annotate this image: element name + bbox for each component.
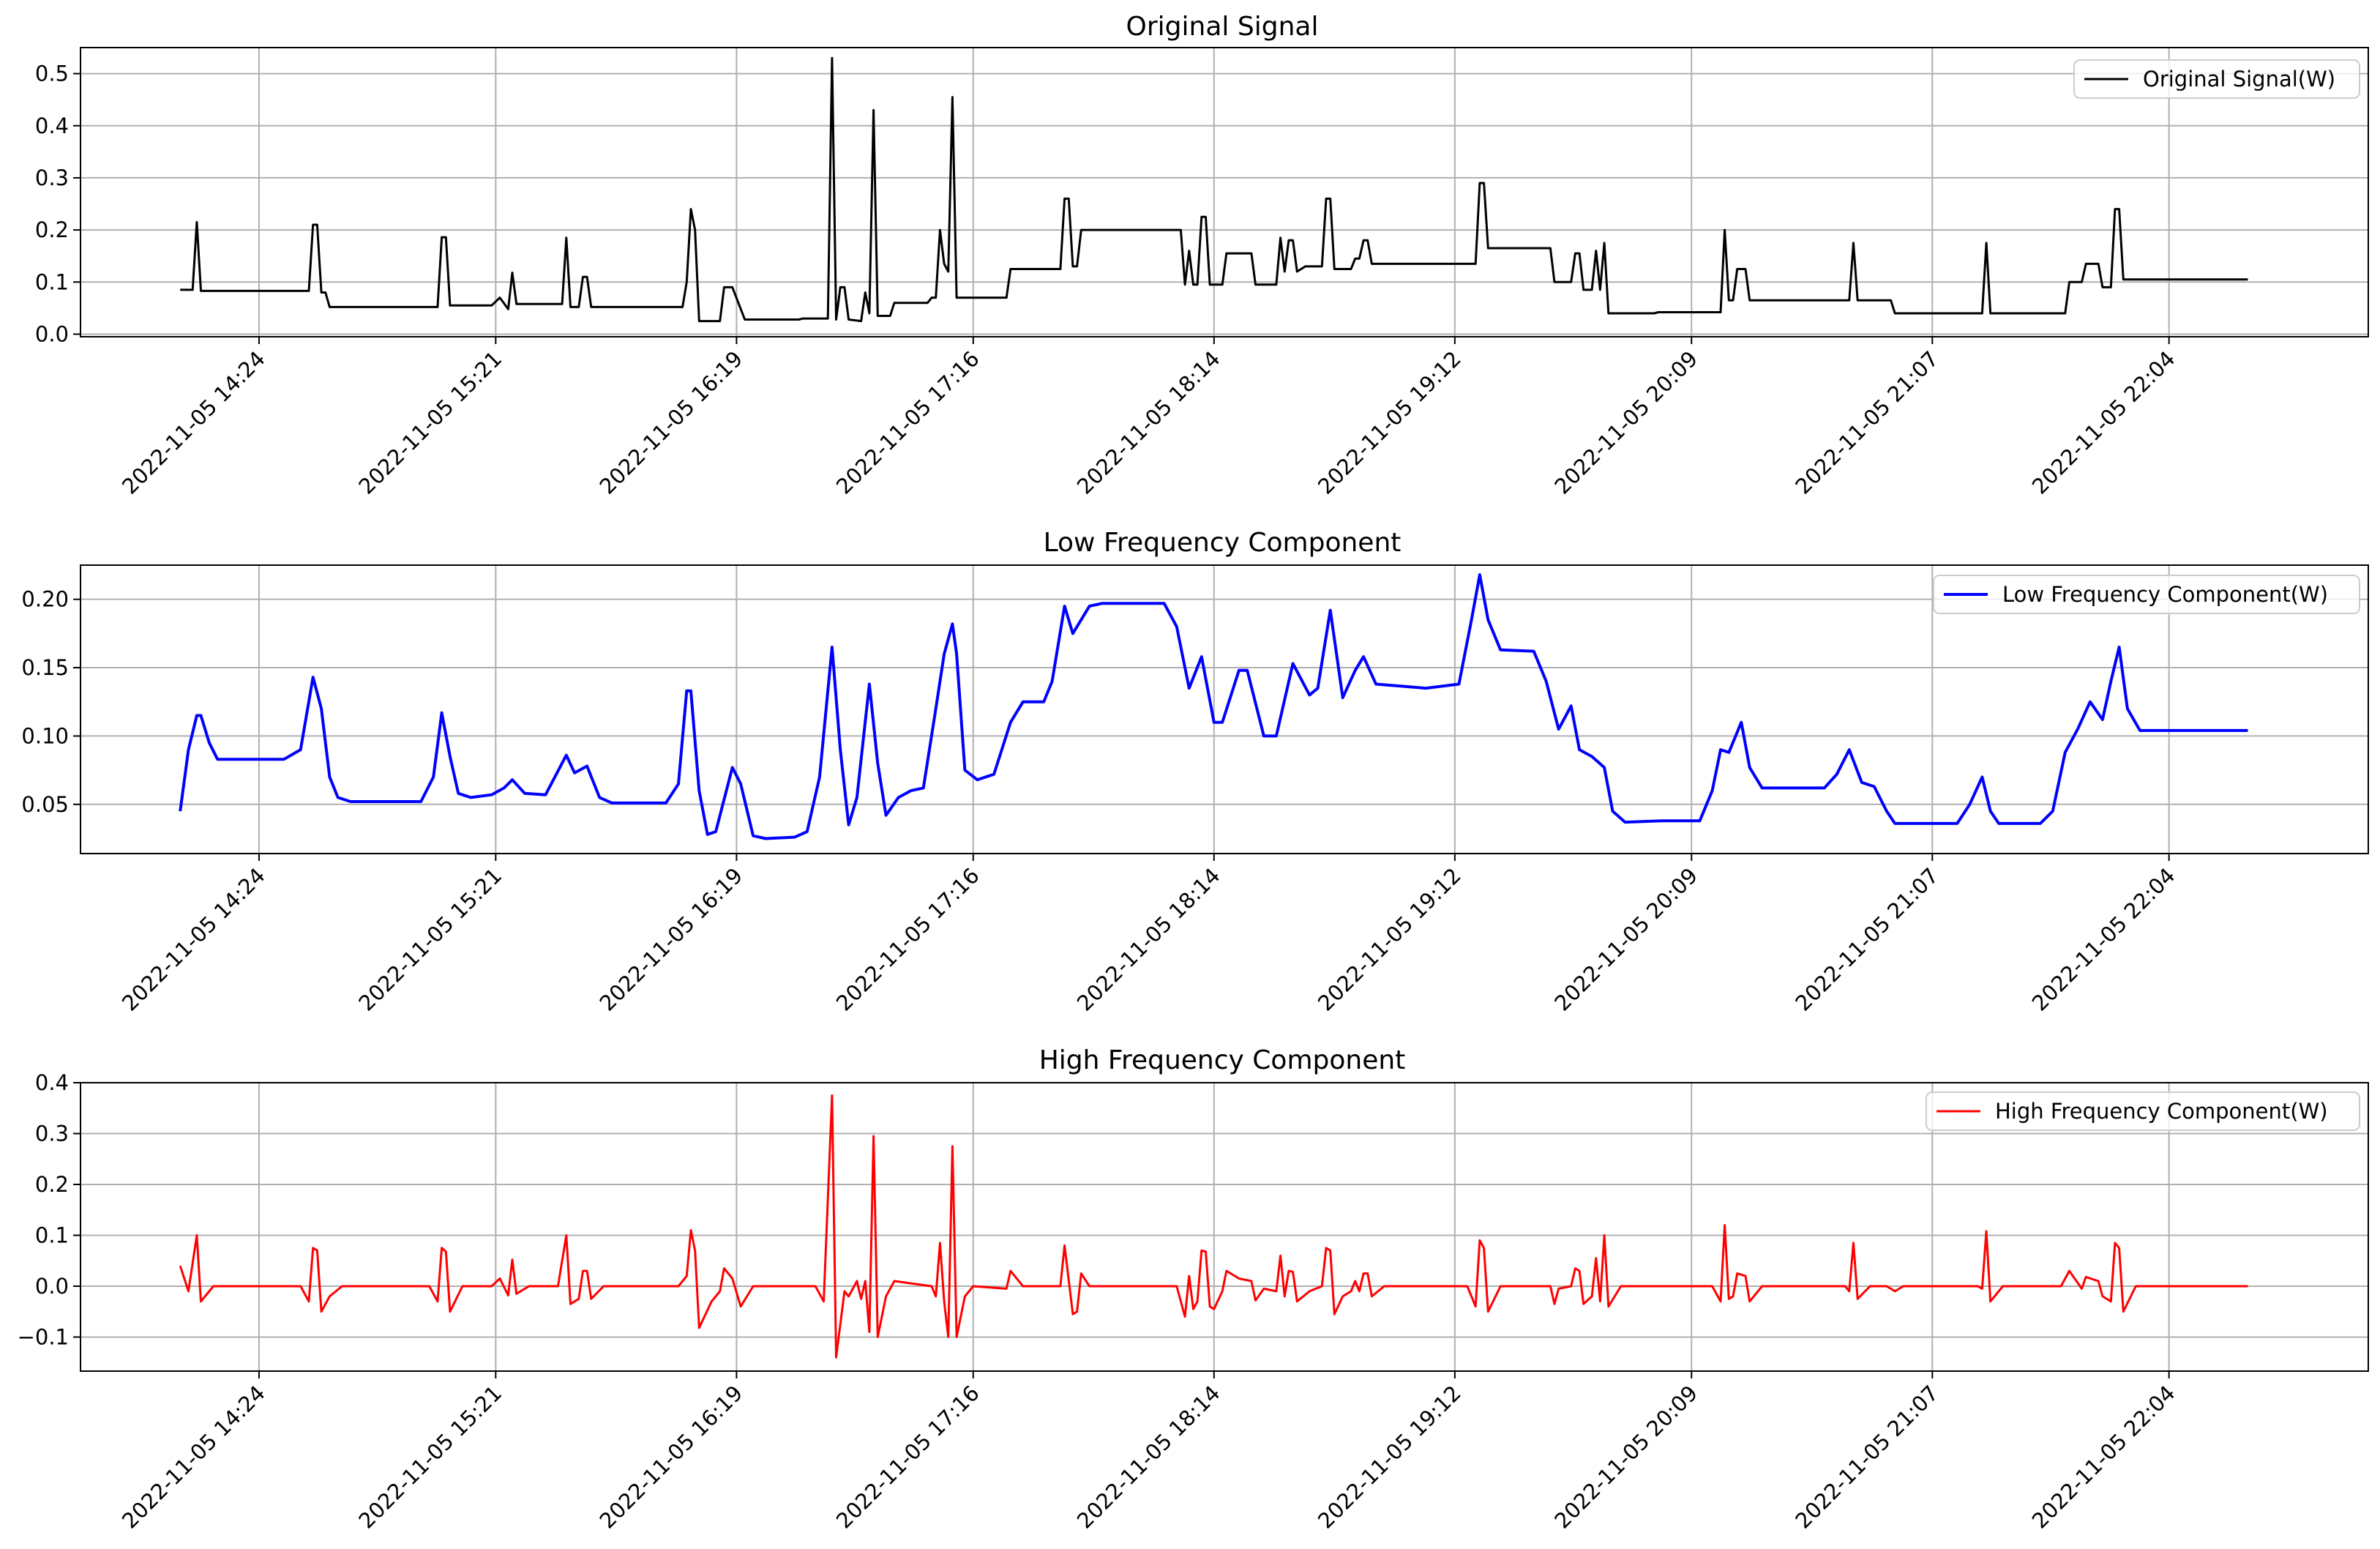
y-tick-label: −0.1 [18,1324,69,1349]
y-tick-label: 0.3 [35,1121,69,1146]
y-tick-label: 0.4 [35,1070,69,1095]
legend-label: High Frequency Component(W) [1995,1099,2328,1124]
y-tick-label: 0.20 [21,587,69,612]
legend: High Frequency Component(W) [1926,1091,2360,1131]
y-tick-label: 0.2 [35,1172,69,1197]
legend-box [1933,575,2360,614]
y-tick-label: 0.0 [35,321,69,346]
y-tick-label: 0.05 [21,792,69,817]
grid-lines [81,565,2368,854]
axes-frame [80,47,2369,337]
legend-label: Original Signal(W) [2143,67,2335,92]
legend-label: Low Frequency Component(W) [2002,582,2328,607]
series-line [180,56,2248,323]
y-tick-label: 0.10 [21,723,69,748]
grid-lines [81,48,2368,337]
plot-area [180,56,2248,323]
plot-area [179,1094,2248,1359]
legend-box [1926,1091,2360,1131]
series-line [179,1094,2248,1359]
y-tick-label: 0.1 [35,1223,69,1247]
plot-area [179,573,2248,840]
chart-title: Original Signal [1126,12,1319,42]
axes-frame [80,564,2369,854]
y-tick-label: 0.15 [21,655,69,680]
chart-title: High Frequency Component [1039,1045,1406,1075]
y-tick-label: 0.3 [35,165,69,190]
y-tick-label: 0.5 [35,61,69,86]
legend: Low Frequency Component(W) [1933,575,2360,614]
y-tick-label: 0.4 [35,113,69,138]
series-line [179,573,2248,840]
axes-frame [80,1082,2369,1372]
legend-box [2073,59,2360,99]
chart-title: Low Frequency Component [1044,528,1402,558]
y-tick-label: 0.0 [35,1274,69,1299]
y-tick-label: 0.2 [35,217,69,242]
y-tick-label: 0.1 [35,269,69,294]
legend: Original Signal(W) [2073,59,2360,99]
